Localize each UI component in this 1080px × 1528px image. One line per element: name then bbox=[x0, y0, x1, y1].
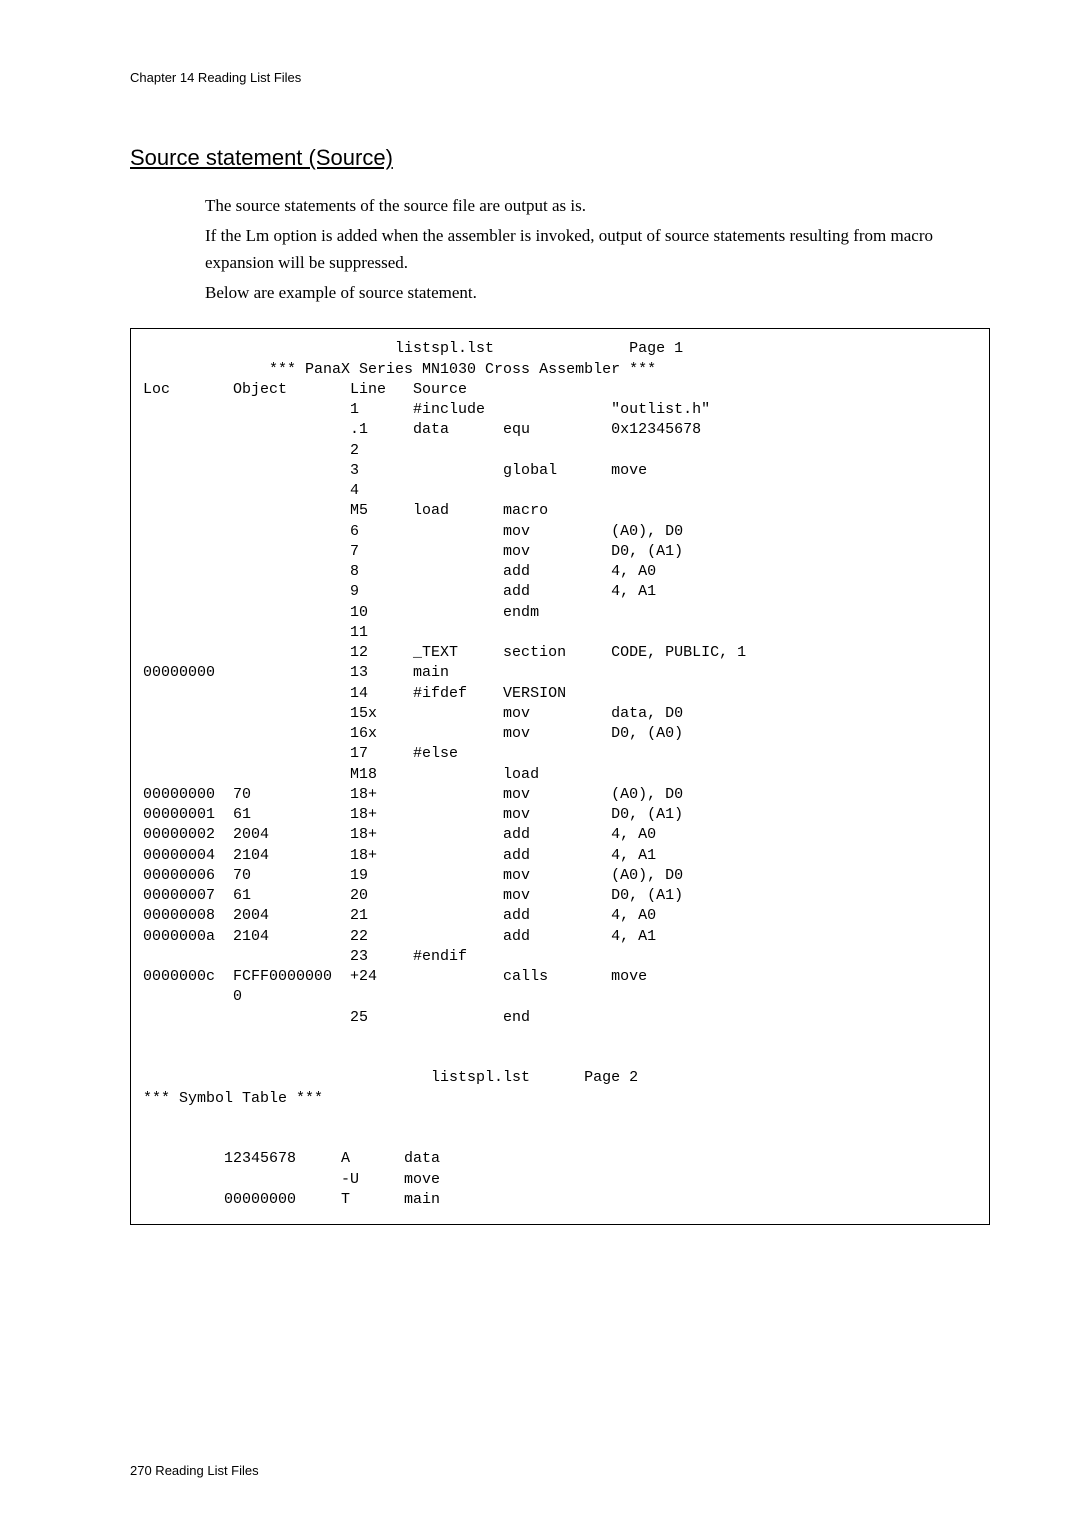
paragraph-3: Below are example of source statement. bbox=[205, 280, 990, 306]
chapter-header: Chapter 14 Reading List Files bbox=[130, 70, 990, 85]
page-footer: 270 Reading List Files bbox=[130, 1463, 259, 1478]
paragraph-1: The source statements of the source file… bbox=[205, 193, 990, 219]
paragraph-2: If the Lm option is added when the assem… bbox=[205, 223, 990, 276]
listing-box: listspl.lst Page 1 *** PanaX Series MN10… bbox=[130, 328, 990, 1225]
section-title: Source statement (Source) bbox=[130, 145, 990, 171]
